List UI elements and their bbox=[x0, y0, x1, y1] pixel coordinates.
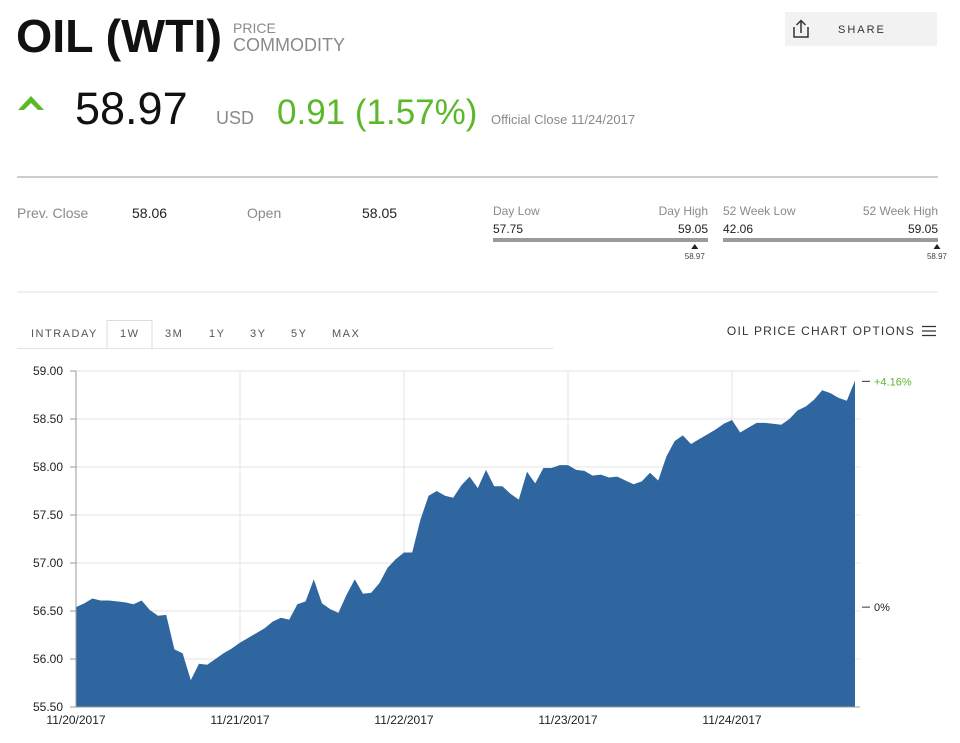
kind: COMMODITY bbox=[233, 35, 345, 55]
chart-options-label[interactable]: OIL PRICE CHART OPTIONS bbox=[727, 324, 915, 338]
tab[interactable]: 3Y bbox=[250, 328, 266, 340]
x-tick-label: 11/21/2017 bbox=[210, 713, 269, 727]
range-low-label: 52 Week Low bbox=[723, 204, 796, 218]
y2-tick-label: +4.16% bbox=[874, 376, 912, 388]
prev-close: 58.06 bbox=[132, 205, 167, 221]
ranges: Day Low Day High 57.75 59.05 58.97 52 Week Lo… bbox=[493, 204, 948, 261]
share-button[interactable]: SHARE bbox=[785, 12, 937, 46]
tabs: INTRADAY 1W 3M 1Y 3Y 5Y MAX bbox=[31, 320, 360, 350]
y2-tick-label: 0% bbox=[874, 602, 890, 614]
y-tick-label: 59.00 bbox=[33, 364, 63, 378]
price: 58.97 bbox=[75, 83, 188, 134]
range-low: 57.75 bbox=[493, 222, 523, 236]
y-tick-label: 58.00 bbox=[33, 460, 63, 474]
range-low-label: Day Low bbox=[493, 204, 540, 218]
range-bar bbox=[723, 238, 938, 242]
chart: 55.50 56.00 56.50 57.00 57.50 58.00 58.50 59.00… bbox=[33, 364, 912, 727]
y-tick-label: 57.50 bbox=[33, 508, 63, 522]
price-area bbox=[76, 380, 855, 707]
range-high: 59.05 bbox=[678, 222, 708, 236]
x-tick-label: 11/24/2017 bbox=[702, 713, 761, 727]
tab[interactable]: 1Y bbox=[209, 328, 225, 340]
range-high-label: Day High bbox=[659, 204, 708, 218]
share-icon[interactable] bbox=[793, 19, 809, 38]
range-current: 58.97 bbox=[685, 252, 706, 261]
tab[interactable]: 3M bbox=[165, 328, 183, 340]
y-tick-label: 58.50 bbox=[33, 412, 63, 426]
tab-active-box[interactable] bbox=[106, 320, 153, 350]
range-marker bbox=[691, 244, 699, 249]
kind-label: PRICE bbox=[233, 20, 276, 36]
range-bar bbox=[493, 238, 708, 242]
share-bg[interactable] bbox=[785, 12, 937, 46]
range-low: 42.06 bbox=[723, 222, 753, 236]
currency: USD bbox=[216, 108, 254, 128]
tab[interactable]: MAX bbox=[332, 328, 360, 340]
range-high-label: 52 Week High bbox=[863, 204, 938, 218]
y-tick-label: 56.50 bbox=[33, 604, 63, 618]
menu-icon[interactable] bbox=[922, 325, 936, 337]
x-tick-label: 11/20/2017 bbox=[46, 713, 105, 727]
open: 58.05 bbox=[362, 205, 397, 221]
tab[interactable]: 1W bbox=[120, 328, 140, 340]
x-tick-label: 11/23/2017 bbox=[538, 713, 597, 727]
prev-close-label: Prev. Close bbox=[17, 205, 89, 221]
open-label: Open bbox=[247, 205, 281, 221]
range-marker bbox=[933, 244, 941, 249]
y-tick-label: 57.00 bbox=[33, 556, 63, 570]
y-tick-label: 56.00 bbox=[33, 652, 63, 666]
share-label[interactable]: SHARE bbox=[838, 24, 886, 36]
y-tick-label: 55.50 bbox=[33, 700, 63, 714]
chart-options[interactable]: OIL PRICE CHART OPTIONS bbox=[727, 324, 936, 338]
range-high: 59.05 bbox=[908, 222, 938, 236]
tab[interactable]: INTRADAY bbox=[31, 328, 98, 340]
range-current: 58.97 bbox=[927, 252, 948, 261]
tab[interactable]: 5Y bbox=[291, 328, 307, 340]
official-close: Official Close 11/24/2017 bbox=[491, 112, 635, 127]
change: 0.91 (1.57%) bbox=[277, 93, 477, 132]
title: OIL (WTI) bbox=[16, 10, 222, 62]
up-arrow bbox=[18, 96, 44, 110]
x-tick-label: 11/22/2017 bbox=[374, 713, 433, 727]
